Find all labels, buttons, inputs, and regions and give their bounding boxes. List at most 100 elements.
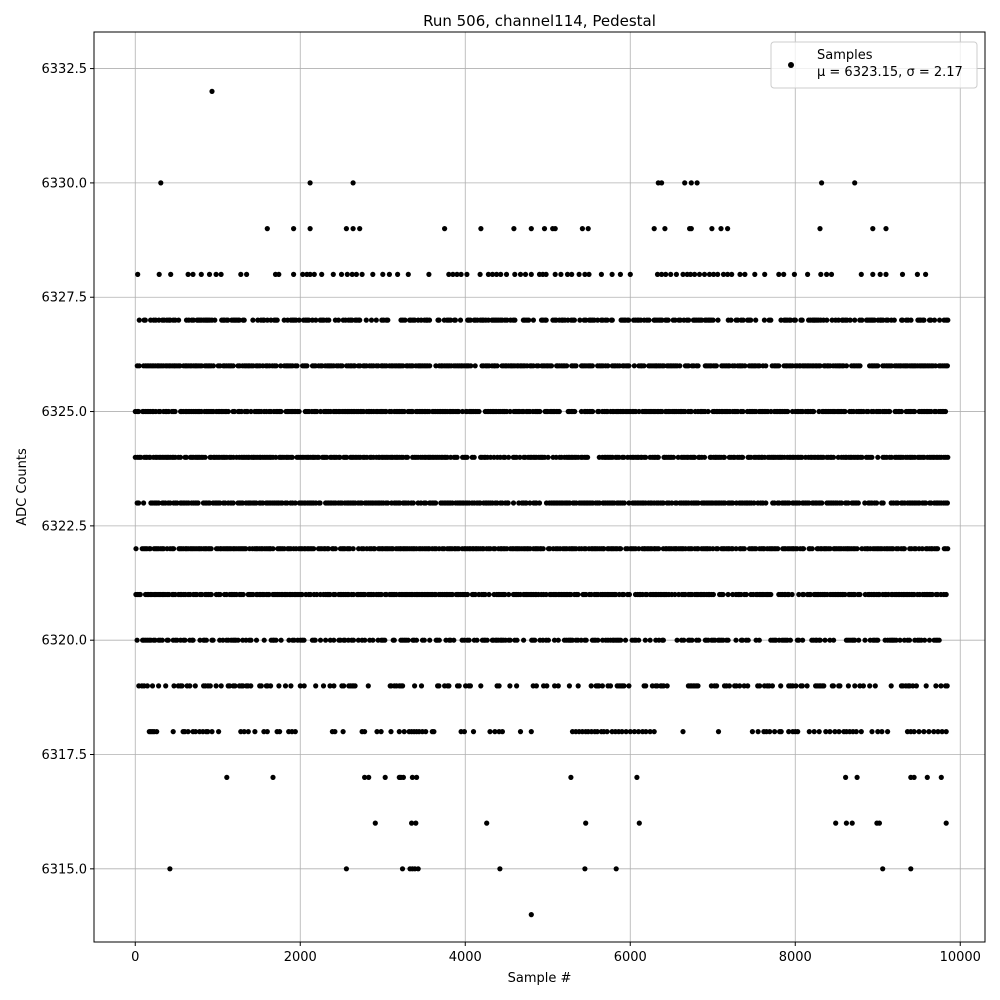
sample-point [332,546,338,552]
x-tick-label: 0 [131,950,139,965]
sample-point [141,500,147,506]
sample-point [478,683,484,689]
sample-point [266,591,272,598]
sample-point [935,546,941,552]
sample-point [185,729,191,735]
sample-point [332,591,338,598]
sample-point [634,774,640,781]
sample-point [944,500,951,506]
sample-point [136,317,142,323]
sample-point [306,317,312,323]
sample-point [781,271,787,277]
sample-point [177,363,183,369]
sample-point [643,454,649,460]
sample-point [382,774,388,781]
sample-point [190,637,196,643]
sample-point [206,271,213,277]
sample-point [324,454,330,460]
sample-point [686,317,692,323]
sample-point [643,683,649,689]
sample-point [159,637,165,643]
sample-point [344,454,350,460]
sample-point [528,912,534,918]
sample-point [596,500,603,506]
sample-point [621,683,627,689]
sample-point [787,637,794,643]
sample-point [217,591,223,598]
sample-point [818,271,824,277]
sample-point [817,637,823,643]
sample-point [718,226,724,232]
sample-point [827,637,833,643]
sample-point [374,729,380,735]
sample-point [176,317,182,323]
sample-point [291,226,297,232]
sample-point [341,683,347,689]
sample-point [363,317,369,323]
sample-point [225,317,231,323]
sample-point [492,546,498,552]
sample-point [631,363,637,369]
sample-point [604,317,610,323]
sample-point [248,637,254,643]
sample-point [276,683,282,689]
legend-marker [788,62,794,68]
sample-point [448,317,454,323]
sample-point [756,363,763,369]
sample-point [409,774,415,781]
sample-point [323,637,329,643]
sample-point [537,408,543,415]
sample-point [170,729,176,735]
sample-point [401,408,407,415]
sample-point [843,363,850,369]
sample-point [626,683,632,689]
sample-point [311,546,317,552]
sample-point [362,729,368,735]
sample-point [238,271,244,277]
sample-point [545,454,551,460]
sample-point [733,637,739,643]
sample-point [332,729,338,735]
sample-point [582,866,588,872]
sample-point [240,591,246,598]
sample-point [572,408,578,415]
sample-point [292,500,298,506]
sample-point [899,271,906,277]
sample-point [380,271,386,277]
sample-point [264,729,270,735]
sample-point [871,317,878,323]
sample-point [466,637,472,643]
sample-point [680,271,686,277]
sample-point [695,683,701,689]
sample-point [778,729,784,735]
sample-point [809,546,815,552]
sample-point [564,271,571,277]
sample-point [845,683,852,689]
sample-point [824,271,830,277]
sample-point [540,546,546,552]
sample-point [876,820,883,826]
sample-point [350,180,356,186]
sample-point [942,408,949,415]
sample-point [464,591,471,598]
sample-point [672,591,678,598]
sample-point [729,271,735,277]
sample-point [919,546,925,552]
sample-point [289,454,295,460]
sample-point [619,729,625,735]
sample-point [312,637,318,643]
plot-frame [93,31,986,943]
sample-point [386,271,392,277]
sample-point [647,729,653,735]
sample-point [924,774,930,781]
sample-point [824,317,830,323]
sample-point [248,408,254,415]
sample-point [552,226,558,232]
sample-point [755,729,761,735]
sample-point [659,180,665,186]
sample-point [847,317,853,323]
sample-point [682,180,688,186]
x-tick-label: 10000 [940,950,981,965]
sample-point [601,546,607,552]
